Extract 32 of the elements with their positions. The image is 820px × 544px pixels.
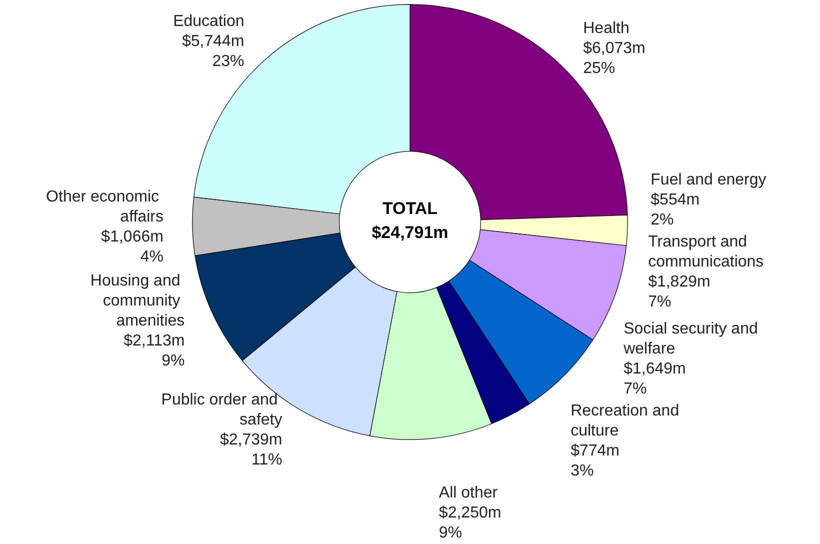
data-label: $2,113m	[124, 332, 185, 350]
slice-label: Transport and communications	[648, 233, 764, 270]
data-label: $774m	[570, 442, 620, 460]
text: 3%	[570, 462, 594, 480]
data-label: $1,829m	[648, 273, 710, 290]
slice-label: Recreation and culture	[570, 402, 684, 440]
data-label: $1,066m	[101, 228, 164, 246]
text: TOTAL	[382, 199, 438, 218]
slice-label: Education	[173, 13, 244, 30]
text: 11%	[251, 452, 282, 469]
text: 7%	[648, 293, 672, 310]
slice-label: Fuel and energy	[650, 171, 766, 188]
data-label: $2,250m	[438, 504, 502, 522]
slice-label: All other	[438, 484, 498, 502]
text: 7%	[624, 380, 647, 398]
data-label: $2,739m	[220, 432, 282, 449]
slice-label: Housing and community amenities	[90, 272, 185, 330]
text: 9%	[162, 352, 185, 370]
slice-label: Social security and welfare	[622, 320, 762, 358]
slice-label: Public order and safety	[161, 392, 282, 429]
data-label: $554m	[650, 191, 700, 208]
slice-label: Health	[583, 20, 630, 37]
text: 25%	[583, 60, 616, 77]
text: 4%	[140, 248, 164, 266]
text: 23%	[212, 53, 244, 70]
text: $24,791m	[372, 223, 448, 242]
text: 2%	[650, 211, 674, 228]
data-label: $1,649m	[624, 360, 686, 378]
data-label: $5,744m	[182, 33, 244, 50]
data-label: $6,073m	[583, 40, 646, 57]
text: 9%	[438, 524, 462, 542]
slice-label: Other economic affairs	[46, 188, 164, 226]
